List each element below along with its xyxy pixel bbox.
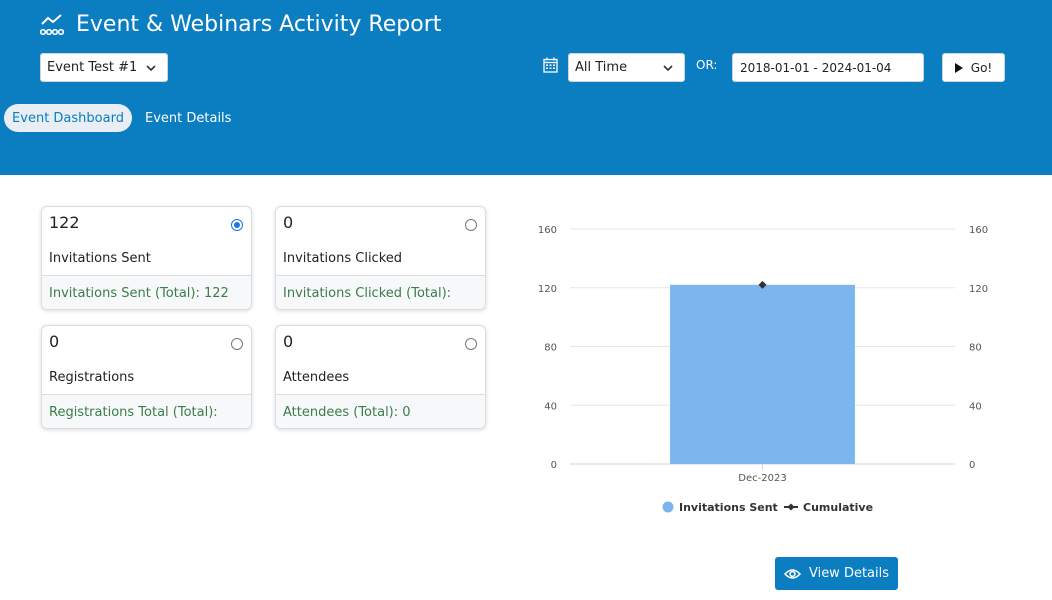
card-label: Invitations Clicked <box>283 251 403 266</box>
card-footer: Registrations Total (Total): <box>42 394 251 428</box>
calendar-icon[interactable] <box>543 57 558 73</box>
play-icon <box>954 62 963 73</box>
card-radio[interactable] <box>465 219 477 231</box>
y2-axis-tick-label: 160 <box>969 225 988 236</box>
title-row: Event & Webinars Activity Report <box>40 12 441 37</box>
card-footer: Attendees (Total): 0 <box>276 394 485 428</box>
or-label: OR: <box>696 58 718 72</box>
bar <box>670 284 855 464</box>
chevron-down-icon <box>663 65 673 72</box>
event-select-value: Event Test #1 <box>47 60 138 75</box>
go-button[interactable]: Go! <box>942 53 1005 82</box>
cumulative-point <box>758 280 767 289</box>
page-title: Event & Webinars Activity Report <box>76 12 442 37</box>
card-count: 0 <box>283 332 294 351</box>
y-axis-tick-label: 80 <box>544 343 557 354</box>
y-axis-tick-label: 0 <box>551 460 557 471</box>
card-label: Registrations <box>49 370 135 385</box>
attendees-card[interactable]: 0 Attendees Attendees (Total): 0 <box>275 325 486 429</box>
card-footer: Invitations Sent (Total): 122 <box>42 275 251 309</box>
date-range-select-value: All Time <box>575 60 628 75</box>
card-radio[interactable] <box>231 219 243 231</box>
card-count: 0 <box>49 332 60 351</box>
y-axis-tick-label: 40 <box>544 401 557 412</box>
eye-icon <box>783 568 801 579</box>
activity-chart: 0 40 80 120 160 0 40 80 120 160 Dec-2023 Invitation… <box>538 225 988 514</box>
tab-event-dashboard[interactable]: Event Dashboard <box>4 104 132 132</box>
card-footer: Invitations Clicked (Total): <box>276 275 485 309</box>
invitations-clicked-card[interactable]: 0 Invitations Clicked Invitations Clicke… <box>275 206 486 310</box>
card-count: 0 <box>283 213 294 232</box>
y2-axis-tick-label: 120 <box>969 284 988 295</box>
view-details-label: View Details <box>808 566 890 581</box>
chart-icon <box>40 13 64 35</box>
y2-axis-tick-label: 40 <box>969 401 982 412</box>
date-range-input[interactable] <box>732 53 924 82</box>
invitations-sent-card[interactable]: 122 Invitations Sent Invitations Sent (T… <box>41 206 252 310</box>
legend-marker-cumulative <box>787 503 795 511</box>
go-button-label: Go! <box>970 60 993 75</box>
legend-label-cumulative: Cumulative <box>803 501 873 514</box>
report-header: Event & Webinars Activity Report Event T… <box>0 0 1052 175</box>
y-axis-tick-label: 160 <box>538 225 557 236</box>
event-select[interactable]: Event Test #1 <box>40 53 168 82</box>
registrations-card[interactable]: 0 Registrations Registrations Total (Tot… <box>41 325 252 429</box>
legend-marker-invitations-sent <box>662 501 674 513</box>
y-axis-tick-label: 120 <box>538 284 557 295</box>
x-axis-tick-label: Dec-2023 <box>738 473 786 484</box>
card-count: 122 <box>49 213 80 232</box>
tab-event-details[interactable]: Event Details <box>145 111 232 126</box>
chevron-down-icon <box>146 65 156 72</box>
y2-axis-tick-label: 0 <box>969 460 975 471</box>
card-radio[interactable] <box>465 338 477 350</box>
legend-label-invitations-sent: Invitations Sent <box>679 501 778 514</box>
y2-axis-tick-label: 80 <box>969 343 982 354</box>
date-range-select[interactable]: All Time <box>568 53 685 82</box>
card-label: Invitations Sent <box>49 251 151 266</box>
card-label: Attendees <box>283 370 350 385</box>
card-radio[interactable] <box>231 338 243 350</box>
view-details-button[interactable]: View Details <box>775 557 898 590</box>
